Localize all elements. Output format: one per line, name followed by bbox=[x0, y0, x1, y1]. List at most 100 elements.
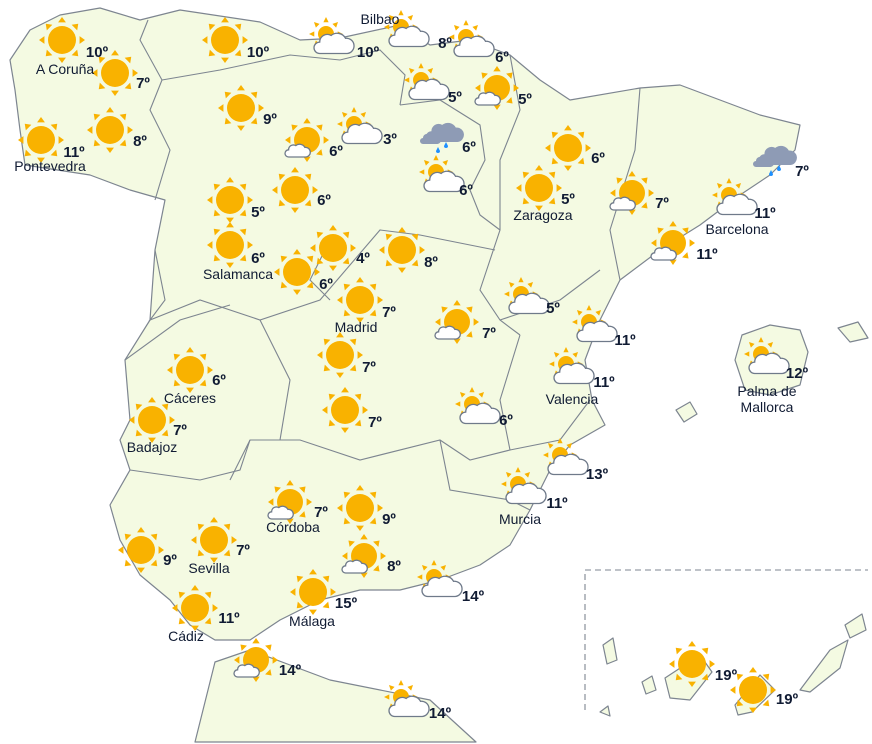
cloud-icon bbox=[284, 143, 311, 158]
city-label: Barcelona bbox=[705, 221, 768, 237]
station-sun-icon bbox=[290, 569, 336, 615]
sun-icon bbox=[207, 222, 253, 268]
temperature-label: 8º bbox=[424, 254, 438, 271]
cloud-icon bbox=[408, 78, 450, 101]
temperature-label: 5º bbox=[518, 91, 532, 108]
sun-icon bbox=[172, 585, 218, 631]
cloud-icon bbox=[423, 170, 465, 193]
temperature-label: 6º bbox=[462, 139, 476, 156]
cloud-icon bbox=[508, 292, 550, 315]
station-sun-icon bbox=[669, 641, 715, 687]
sun-icon bbox=[218, 85, 264, 131]
temperature-label: 19º bbox=[776, 691, 799, 708]
station-sun-icon bbox=[272, 167, 318, 213]
cloud-icon bbox=[553, 362, 595, 385]
station-sun-small-cloud-icon bbox=[284, 118, 329, 162]
rain-drop-icon bbox=[436, 147, 440, 153]
station-sun-icon bbox=[39, 17, 85, 63]
temperature-label: 11º bbox=[218, 610, 240, 627]
sun-icon bbox=[207, 177, 253, 223]
sun-icon bbox=[167, 347, 213, 393]
canary-6 bbox=[844, 613, 867, 639]
temperature-label: 10º bbox=[357, 44, 380, 61]
station-sun-icon bbox=[207, 222, 253, 268]
sun-icon bbox=[317, 332, 363, 378]
sun-icon bbox=[730, 667, 776, 713]
sun-icon bbox=[39, 17, 85, 63]
station-partly-cloudy-icon bbox=[712, 178, 758, 216]
city-label: Mallorca bbox=[741, 399, 794, 415]
cloud-icon bbox=[388, 695, 430, 718]
station-sun-small-cloud-icon bbox=[267, 480, 312, 524]
cloud-icon bbox=[459, 402, 501, 425]
station-partly-cloudy-icon bbox=[419, 155, 465, 193]
city-labels: A Coruña Pontevedra Bilbao Salamanca Madrid Z… bbox=[14, 11, 797, 644]
cloud-icon bbox=[388, 25, 430, 48]
sun-icon bbox=[337, 277, 383, 323]
sun-icon bbox=[18, 117, 64, 163]
station-partly-cloudy-icon bbox=[449, 20, 495, 58]
temperature-label: 12º bbox=[786, 365, 809, 382]
station-sun-icon bbox=[274, 249, 320, 295]
temperature-label: 11º bbox=[614, 332, 636, 349]
rain-cloud-icon bbox=[753, 156, 775, 167]
station-partly-cloudy-icon bbox=[549, 347, 595, 385]
temperature-label: 13º bbox=[586, 466, 609, 483]
cloud-icon bbox=[650, 246, 677, 261]
station-sun-icon bbox=[18, 117, 64, 163]
station-sun-small-cloud-icon bbox=[474, 66, 519, 110]
cloud-icon bbox=[233, 663, 260, 678]
cloud-icon bbox=[313, 32, 355, 55]
temperature-label: 6º bbox=[319, 276, 333, 293]
city-label: Madrid bbox=[335, 319, 378, 335]
temperature-labels: 10º 7º 11º 8º 10º 10º 8º 6º 5º 5º 9º 6º 3º 6º 6º 6º 5º 6º… bbox=[63, 35, 809, 722]
sun-icon bbox=[290, 569, 336, 615]
sun-icon bbox=[118, 527, 164, 573]
station-partly-cloudy-icon bbox=[572, 305, 618, 343]
station-partly-cloudy-icon bbox=[384, 680, 430, 718]
rain-cloud-icon bbox=[420, 133, 442, 144]
temperature-label: 6º bbox=[212, 372, 226, 389]
temperature-label: 11º bbox=[63, 144, 85, 161]
station-rain-icon bbox=[420, 122, 464, 153]
station-sun-icon bbox=[337, 277, 383, 323]
sun-icon bbox=[379, 227, 425, 273]
sun-icon bbox=[274, 249, 320, 295]
temperature-label: 6º bbox=[251, 250, 265, 267]
station-sun-small-cloud-icon bbox=[650, 221, 695, 265]
station-sun-small-cloud-icon bbox=[609, 171, 654, 215]
temperature-label: 7º bbox=[368, 414, 382, 431]
temperature-label: 7º bbox=[136, 75, 150, 92]
north-africa-outline bbox=[194, 649, 477, 743]
temperature-label: 5º bbox=[546, 300, 560, 317]
temperature-label: 9º bbox=[382, 511, 396, 528]
menorca bbox=[837, 321, 869, 343]
rain-drop-icon bbox=[769, 170, 773, 176]
station-partly-cloudy-icon bbox=[455, 387, 501, 425]
temperature-label: 14º bbox=[462, 588, 485, 605]
temperature-label: 5º bbox=[448, 89, 462, 106]
rain-drop-icon bbox=[444, 142, 448, 148]
station-partly-cloudy-icon bbox=[417, 560, 463, 598]
temperature-label: 6º bbox=[459, 182, 473, 199]
temperature-label: 6º bbox=[499, 412, 513, 429]
station-sun-icon bbox=[172, 585, 218, 631]
temperature-label: 9º bbox=[263, 111, 277, 128]
sun-icon bbox=[545, 125, 591, 171]
station-sun-icon bbox=[202, 17, 248, 63]
temperature-label: 7º bbox=[362, 359, 376, 376]
station-sun-icon bbox=[87, 107, 133, 153]
sun-icon bbox=[337, 485, 383, 531]
sun-icon bbox=[285, 118, 329, 162]
cloud-icon bbox=[341, 559, 368, 574]
temperature-label: 6º bbox=[329, 143, 343, 160]
station-sun-small-cloud-icon bbox=[434, 300, 479, 344]
temperature-label: 14º bbox=[279, 662, 302, 679]
land-layer bbox=[9, 7, 869, 743]
temperature-label: 11º bbox=[696, 246, 718, 263]
ibiza bbox=[675, 401, 698, 423]
city-label: Cádiz bbox=[168, 628, 204, 644]
temperature-label: 11º bbox=[754, 205, 776, 222]
sun-icon bbox=[87, 107, 133, 153]
temperature-label: 14º bbox=[429, 705, 452, 722]
